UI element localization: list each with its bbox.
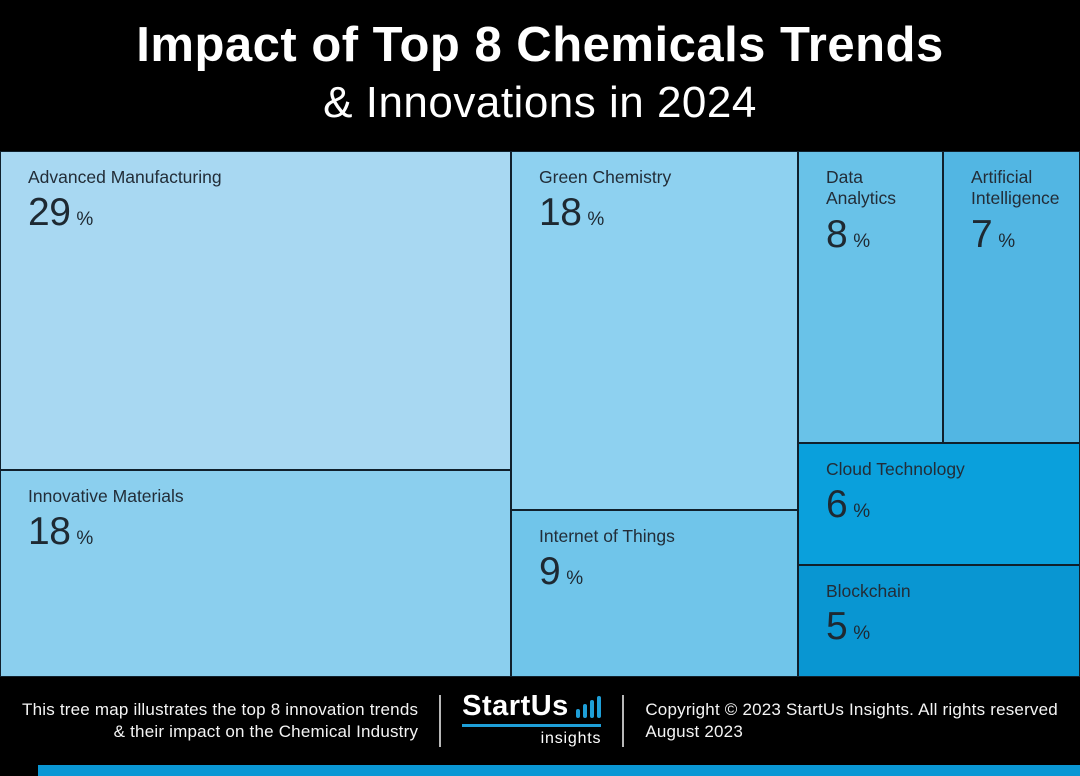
cell-value: 18% bbox=[539, 191, 605, 235]
cell-value: 8% bbox=[826, 212, 871, 256]
cell-label: Internet of Things bbox=[539, 526, 675, 546]
logo-wordmark: StartUs bbox=[462, 690, 569, 723]
caption-line-1: This tree map illustrates the top 8 inno… bbox=[22, 699, 419, 719]
cell-label: Artificial Intelligence bbox=[971, 167, 1060, 209]
divider bbox=[622, 695, 625, 747]
treemap-cell-innovative-materials: Innovative Materials 18% bbox=[0, 470, 511, 677]
logo-row: StartUs bbox=[462, 690, 602, 727]
startus-logo: StartUs insights bbox=[462, 690, 602, 748]
caption: This tree map illustrates the top 8 inno… bbox=[22, 699, 418, 744]
cell-label: Cloud Technology bbox=[826, 459, 965, 479]
page-title: Impact of Top 8 Chemicals Trends bbox=[136, 18, 944, 72]
treemap-cell-blockchain: Blockchain 5% bbox=[798, 565, 1080, 677]
cell-value: 5% bbox=[826, 605, 871, 649]
cell-label: Blockchain bbox=[826, 581, 911, 601]
treemap-cell-data-analytics: Data Analytics 8% bbox=[798, 151, 943, 443]
bar-chart-icon bbox=[575, 695, 602, 719]
treemap-cell-internet-of-things: Internet of Things 9% bbox=[511, 510, 798, 677]
treemap-cell-advanced-manufacturing: Advanced Manufacturing 29% bbox=[0, 151, 511, 470]
cell-value: 18% bbox=[28, 510, 94, 554]
cell-value: 29% bbox=[28, 191, 94, 235]
footer: This tree map illustrates the top 8 inno… bbox=[0, 686, 1080, 756]
copyright: Copyright © 2023 StartUs Insights. All r… bbox=[645, 699, 1058, 744]
cell-value: 7% bbox=[971, 212, 1016, 256]
cell-label: Advanced Manufacturing bbox=[28, 167, 222, 187]
caption-line-2: & their impact on the Chemical Industry bbox=[113, 722, 419, 741]
copyright-line-1: Copyright © 2023 StartUs Insights. All r… bbox=[645, 699, 1058, 719]
treemap-chart: Advanced Manufacturing 29% Innovative Ma… bbox=[0, 151, 1080, 677]
cell-value: 9% bbox=[539, 550, 584, 594]
divider bbox=[439, 695, 442, 747]
title-block: Impact of Top 8 Chemicals Trends & Innov… bbox=[0, 0, 1080, 151]
treemap-cell-green-chemistry: Green Chemistry 18% bbox=[511, 151, 798, 510]
bottom-accent-bar bbox=[38, 765, 1080, 776]
treemap-cell-cloud-technology: Cloud Technology 6% bbox=[798, 443, 1080, 565]
cell-label: Innovative Materials bbox=[28, 486, 184, 506]
page-subtitle: & Innovations in 2024 bbox=[323, 78, 757, 127]
logo-subtitle: insights bbox=[540, 729, 602, 747]
copyright-line-2: August 2023 bbox=[645, 722, 743, 741]
cell-label: Green Chemistry bbox=[539, 167, 672, 187]
cell-value: 6% bbox=[826, 483, 871, 527]
treemap-cell-artificial-intelligence: Artificial Intelligence 7% bbox=[943, 151, 1080, 443]
cell-label: Data Analytics bbox=[826, 167, 897, 209]
